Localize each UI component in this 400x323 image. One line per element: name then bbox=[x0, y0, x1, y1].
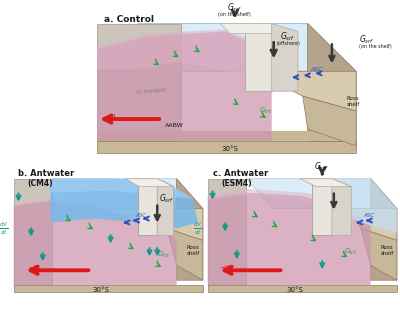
Text: $-\Psi$: $-\Psi$ bbox=[219, 263, 232, 272]
Text: $-\Psi$: $-\Psi$ bbox=[28, 263, 41, 272]
Text: ASC: ASC bbox=[135, 213, 146, 218]
Text: $G_{int}$: $G_{int}$ bbox=[344, 247, 358, 257]
Text: $-\Psi$: $-\Psi$ bbox=[104, 111, 117, 120]
Text: AABW: AABW bbox=[165, 123, 184, 129]
Polygon shape bbox=[14, 199, 164, 223]
Text: $G_{srf}$: $G_{srf}$ bbox=[159, 193, 175, 205]
Polygon shape bbox=[220, 24, 283, 34]
Polygon shape bbox=[125, 179, 174, 187]
Polygon shape bbox=[154, 209, 203, 240]
Text: b. Antwater: b. Antwater bbox=[18, 169, 75, 178]
Polygon shape bbox=[50, 179, 193, 199]
Text: $G_{int}$: $G_{int}$ bbox=[259, 106, 273, 116]
Polygon shape bbox=[312, 179, 332, 235]
Polygon shape bbox=[177, 179, 203, 280]
Polygon shape bbox=[97, 24, 182, 141]
Polygon shape bbox=[332, 179, 397, 233]
Polygon shape bbox=[283, 71, 356, 111]
Polygon shape bbox=[300, 179, 351, 187]
Polygon shape bbox=[272, 24, 298, 91]
Polygon shape bbox=[244, 24, 272, 91]
Text: $G_{int}$: $G_{int}$ bbox=[157, 250, 171, 260]
Text: a. Control: a. Control bbox=[104, 15, 154, 24]
Polygon shape bbox=[97, 141, 356, 153]
Text: $G_{srf}$: $G_{srf}$ bbox=[359, 33, 374, 46]
Text: Ross
shelf: Ross shelf bbox=[380, 245, 394, 256]
Polygon shape bbox=[138, 24, 356, 71]
Polygon shape bbox=[157, 179, 174, 235]
Polygon shape bbox=[14, 179, 52, 285]
Polygon shape bbox=[308, 24, 356, 146]
Polygon shape bbox=[246, 179, 397, 209]
Text: $G_{srf}$: $G_{srf}$ bbox=[227, 1, 242, 14]
Polygon shape bbox=[208, 189, 371, 221]
Text: $Q_{tr}$ transport: $Q_{tr}$ transport bbox=[136, 85, 169, 97]
Polygon shape bbox=[208, 285, 397, 292]
Polygon shape bbox=[348, 209, 397, 240]
Text: ASC: ASC bbox=[310, 67, 323, 72]
Polygon shape bbox=[14, 201, 177, 285]
Polygon shape bbox=[208, 179, 246, 285]
Text: Ross
shelf: Ross shelf bbox=[347, 96, 360, 107]
Polygon shape bbox=[167, 228, 203, 280]
Polygon shape bbox=[361, 228, 397, 280]
Polygon shape bbox=[97, 29, 272, 81]
Polygon shape bbox=[371, 179, 397, 280]
Polygon shape bbox=[52, 179, 203, 209]
Polygon shape bbox=[208, 193, 371, 285]
Text: 30°S: 30°S bbox=[286, 287, 304, 293]
Text: 30°S: 30°S bbox=[222, 146, 238, 152]
Text: ASC: ASC bbox=[363, 213, 374, 218]
Polygon shape bbox=[303, 96, 356, 146]
Polygon shape bbox=[97, 31, 272, 141]
Text: c. Antwater: c. Antwater bbox=[212, 169, 268, 178]
Polygon shape bbox=[332, 179, 351, 235]
Polygon shape bbox=[138, 179, 157, 235]
Text: (ESM4): (ESM4) bbox=[221, 179, 252, 188]
Text: 30°S: 30°S bbox=[92, 287, 109, 293]
Text: $G_{srf}$: $G_{srf}$ bbox=[314, 161, 330, 173]
Text: (CM4): (CM4) bbox=[27, 179, 53, 188]
Text: Ross
shelf: Ross shelf bbox=[186, 245, 200, 256]
Polygon shape bbox=[50, 179, 198, 228]
Text: $G_{srf}$: $G_{srf}$ bbox=[280, 30, 296, 43]
Text: (offshore): (offshore) bbox=[276, 41, 300, 46]
Polygon shape bbox=[14, 285, 203, 292]
Text: (on the shelf): (on the shelf) bbox=[359, 44, 392, 49]
Text: $\frac{dV}{dt}$: $\frac{dV}{dt}$ bbox=[194, 220, 203, 236]
Polygon shape bbox=[97, 131, 356, 141]
Text: $\frac{dV}{dt}$: $\frac{dV}{dt}$ bbox=[0, 220, 9, 236]
Text: (on the shelf): (on the shelf) bbox=[218, 12, 251, 17]
